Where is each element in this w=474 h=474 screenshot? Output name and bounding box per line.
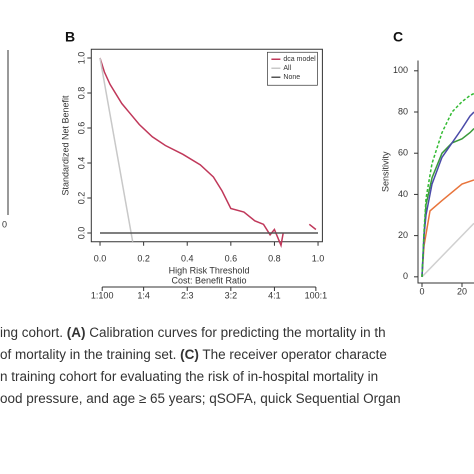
x-tick-label: 0.4 — [181, 253, 194, 263]
caption-line: n training cohort for evaluating the ris… — [0, 369, 378, 384]
x2-tick-label: 3:2 — [225, 290, 238, 300]
series-line — [421, 111, 474, 277]
x2-tick-label: 1:4 — [137, 290, 150, 300]
x2-axis-label: Cost: Benefit Ratio — [172, 275, 247, 285]
series-line — [421, 92, 474, 277]
series-line — [421, 127, 474, 277]
caption-segment: (A) — [67, 325, 86, 340]
x-tick-label: 0 — [419, 286, 424, 296]
axis-frame — [90, 48, 323, 243]
x2-tick-label: 4:1 — [268, 290, 281, 300]
y-tick-label: 0 — [403, 271, 408, 281]
y-tick-label: 1.0 — [76, 52, 86, 65]
y-tick-label: 100 — [393, 65, 408, 75]
y-tick-label: 0.2 — [76, 192, 86, 205]
y-tick-label: 0.4 — [76, 157, 86, 170]
caption-segment: (C) — [180, 347, 199, 362]
x2-tick-label: 1:100 — [91, 290, 114, 300]
y-tick-label: 60 — [398, 148, 408, 158]
panel-a-tick-label: 0 — [2, 219, 7, 229]
y-tick-label: 40 — [398, 189, 408, 199]
y-axis-label: Standardized Net Benefit — [60, 95, 70, 196]
y-tick-label: 0.0 — [76, 227, 86, 240]
caption-segment: of mortality in the training set. — [0, 347, 180, 362]
x2-tick-label: 2:3 — [181, 290, 194, 300]
y-tick-label: 0.8 — [76, 87, 86, 100]
caption-segment: Calibration curves for predicting the mo… — [86, 325, 386, 340]
series-line — [99, 57, 134, 242]
y-tick-label: 0.6 — [76, 122, 86, 135]
caption-segment: ood pressure, and age ≥ 65 years; qSOFA,… — [0, 391, 401, 406]
panel-label: C — [393, 29, 403, 45]
y-tick-label: 20 — [398, 230, 408, 240]
x-tick-label: 0.8 — [268, 253, 281, 263]
legend-label: dca model — [283, 56, 316, 63]
x2-tick-label: 100:1 — [305, 290, 328, 300]
caption-segment: The receiver operator characte — [199, 347, 387, 362]
x-tick-label: 0.6 — [225, 253, 238, 263]
x-tick-label: 0.0 — [94, 253, 107, 263]
x-tick-label: 0.2 — [137, 253, 150, 263]
y-axis-label: Sensitivity — [380, 151, 390, 192]
x-tick-label: 20 — [457, 286, 467, 296]
series-line — [421, 222, 474, 278]
axis-frame — [417, 60, 474, 284]
panel-label: B — [65, 29, 75, 45]
x-axis-label: High Risk Threshold — [169, 265, 250, 275]
y-tick-label: 80 — [398, 106, 408, 116]
legend-label: None — [283, 74, 300, 81]
caption-line: ood pressure, and age ≥ 65 years; qSOFA,… — [0, 391, 401, 406]
caption-segment: ing cohort. — [0, 325, 67, 340]
caption-line: ing cohort. (A) Calibration curves for p… — [0, 325, 386, 340]
x-tick-label: 1.0 — [312, 253, 325, 263]
caption-line: of mortality in the training set. (C) Th… — [0, 347, 387, 362]
caption-segment: n training cohort for evaluating the ris… — [0, 369, 378, 384]
series-line — [99, 57, 317, 248]
legend-label: All — [283, 65, 291, 72]
